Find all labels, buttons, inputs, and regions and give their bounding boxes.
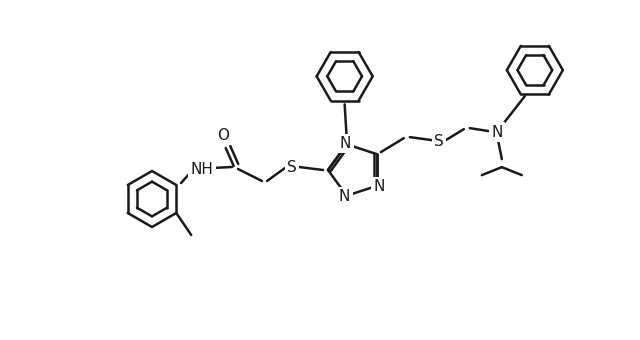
Text: NH: NH [191, 162, 213, 176]
Text: N: N [373, 180, 385, 194]
Text: N: N [491, 125, 502, 140]
Text: O: O [217, 128, 229, 142]
Text: S: S [287, 159, 297, 174]
Text: N: N [340, 136, 351, 151]
Text: N: N [339, 189, 350, 204]
Text: S: S [434, 134, 444, 149]
